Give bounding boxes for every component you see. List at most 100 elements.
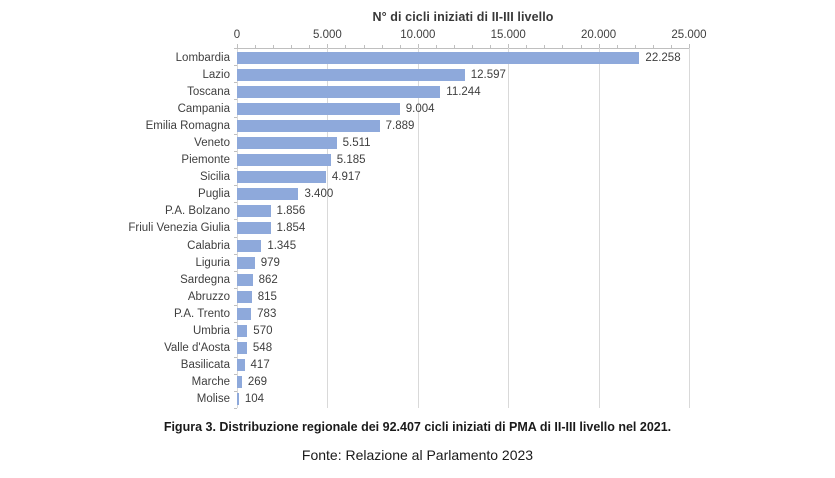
- category-tick: [234, 356, 237, 358]
- chart-rows: Lombardia 22.258 Lazio 12.597 Toscana 11.244 C…: [0, 49, 689, 408]
- minor-tick: [580, 45, 582, 48]
- category-label: Marche: [191, 376, 230, 389]
- category-label: Campania: [177, 102, 230, 115]
- chart-row: Toscana 11.244: [0, 83, 689, 100]
- bar-track: 4.917: [237, 169, 689, 186]
- minor-tick: [273, 45, 275, 48]
- minor-tick: [255, 45, 257, 48]
- chart-row: Molise 104: [0, 391, 689, 408]
- bar: [237, 119, 380, 132]
- figure-source: Fonte: Relazione al Parlamento 2023: [301, 447, 534, 463]
- gridline: [508, 48, 510, 408]
- gridline: [598, 48, 600, 408]
- bar-track: 815: [237, 288, 689, 305]
- category-tick: [234, 82, 237, 84]
- x-axis-tick-label: 0: [233, 29, 241, 41]
- minor-tick: [544, 45, 546, 48]
- chart-row: Valle d'Aosta 548: [0, 340, 689, 357]
- bar: [237, 376, 242, 389]
- chart-row: Piemonte 5.185: [0, 152, 689, 169]
- minor-tick: [670, 45, 672, 48]
- category-label: Basilicata: [180, 359, 230, 372]
- bar: [237, 51, 640, 64]
- bar-track: 862: [237, 271, 689, 288]
- category-tick: [234, 202, 237, 204]
- category-tick: [234, 133, 237, 135]
- bar: [237, 171, 326, 184]
- bar: [237, 307, 252, 320]
- x-axis-tick-label: 15.000: [490, 29, 526, 41]
- value-label: 862: [258, 273, 278, 286]
- minor-tick: [363, 45, 365, 48]
- bar-track: 5.511: [237, 134, 689, 151]
- bar-track: 783: [237, 305, 689, 322]
- chart-row: Basilicata 417: [0, 357, 689, 374]
- value-label: 9.004: [405, 102, 435, 115]
- category-tick: [234, 48, 237, 49]
- value-label: 783: [257, 307, 277, 320]
- bar: [237, 137, 337, 150]
- category-label: Emilia Romagna: [145, 119, 230, 132]
- category-label: P.A. Trento: [173, 307, 230, 320]
- category-label: Sardegna: [180, 273, 230, 286]
- bar: [237, 154, 331, 167]
- x-axis-tick-label: 25.000: [671, 29, 707, 41]
- bar-track: 979: [237, 254, 689, 271]
- bar: [237, 205, 271, 218]
- x-axis-tick-label: 5.000: [313, 29, 342, 41]
- chart-row: Sicilia 4.917: [0, 169, 689, 186]
- category-tick: [234, 150, 237, 152]
- minor-tick: [345, 45, 347, 48]
- bar: [237, 256, 255, 269]
- minor-tick: [399, 45, 401, 48]
- bar: [237, 222, 271, 235]
- value-label: 7.889: [385, 119, 415, 132]
- value-label: 22.258: [645, 51, 681, 64]
- chart-row: Veneto 5.511: [0, 134, 689, 151]
- category-tick: [234, 305, 237, 307]
- category-label: Sicilia: [199, 171, 230, 184]
- minor-tick: [616, 45, 618, 48]
- bar-track: 1.856: [237, 203, 689, 220]
- bar: [237, 188, 299, 201]
- value-label: 269: [247, 376, 268, 389]
- category-label: Puglia: [198, 188, 230, 201]
- major-tick: [598, 44, 600, 48]
- minor-tick: [634, 45, 636, 48]
- category-tick: [234, 65, 237, 67]
- category-label: Veneto: [194, 137, 230, 150]
- chart-row: Lombardia 22.258: [0, 49, 689, 66]
- figure-caption: Figura 3. Distribuzione regionale dei 92…: [163, 420, 672, 434]
- bar: [237, 342, 247, 355]
- chart-row: P.A. Trento 783: [0, 305, 689, 322]
- major-tick: [508, 44, 510, 48]
- minor-tick: [490, 45, 492, 48]
- value-label: 979: [260, 256, 280, 269]
- category-tick: [234, 270, 237, 272]
- category-tick: [234, 288, 237, 289]
- bar-track: 11.244: [237, 83, 689, 100]
- category-label: Abruzzo: [187, 290, 230, 303]
- bar-track: 269: [237, 374, 689, 391]
- minor-tick: [291, 45, 293, 48]
- value-label: 548: [252, 342, 273, 355]
- major-tick: [689, 44, 690, 48]
- bar-track: 570: [237, 323, 689, 340]
- category-label: Valle d'Aosta: [164, 342, 230, 355]
- category-label: Calabria: [187, 239, 230, 252]
- gridline: [689, 48, 690, 408]
- chart-row: Emilia Romagna 7.889: [0, 117, 689, 134]
- bar-track: 3.400: [237, 186, 689, 203]
- bar-track: 9.004: [237, 100, 689, 117]
- category-tick: [234, 116, 237, 118]
- chart-row: Abruzzo 815: [0, 288, 689, 305]
- chart-row: P.A. Bolzano 1.856: [0, 203, 689, 220]
- bar-track: 548: [237, 340, 689, 357]
- category-tick: [234, 339, 237, 341]
- bar: [237, 85, 441, 98]
- category-label: Friuli Venezia Giulia: [128, 222, 230, 235]
- minor-tick: [652, 45, 654, 48]
- category-tick: [234, 168, 237, 169]
- major-tick: [417, 44, 419, 48]
- bar-track: 1.345: [237, 237, 689, 254]
